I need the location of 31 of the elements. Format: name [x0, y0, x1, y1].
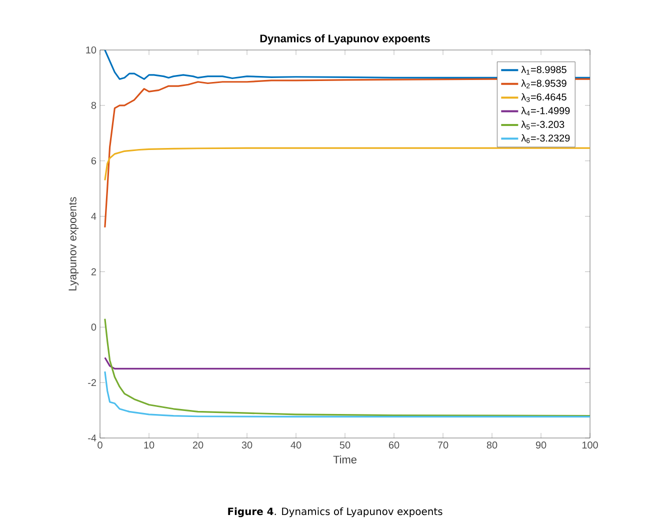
chart-title: Dynamics of Lyapunov expoents — [260, 34, 430, 44]
x-tick-label: 50 — [340, 442, 350, 449]
y-axis-title: Lyapunov expoents — [68, 197, 79, 290]
x-tick-label: 70 — [438, 442, 448, 449]
x-tick-label: 80 — [486, 442, 498, 449]
legend-label: λ$_{6}$=-3.2329 — [521, 134, 570, 144]
y-tick-label: 2 — [91, 268, 96, 276]
x-tick-label: 40 — [290, 442, 302, 449]
legend-label: λ$_{1}$=8.9985 — [521, 66, 566, 75]
x-tick-label: 20 — [192, 442, 204, 449]
legend-label: λ$_{3}$=6.4645 — [521, 93, 566, 102]
y-tick-label: 0 — [91, 324, 96, 331]
x-tick-label: 100 — [582, 442, 598, 449]
y-tick-label: -2 — [88, 379, 96, 386]
x-axis-title: Time — [333, 455, 356, 464]
legend-label: λ$_{4}$=-1.4999 — [521, 106, 570, 116]
line-series — [104, 318, 590, 417]
y-tick-label: 4 — [91, 212, 96, 220]
y-tick-label: 8 — [91, 102, 96, 109]
y-tick-label: 10 — [86, 46, 96, 54]
x-tick-label: 60 — [388, 442, 400, 449]
x-tick-label: 10 — [144, 442, 154, 449]
line-series — [104, 370, 590, 418]
text: Figure 4. Dynamics of Lyapunov expoents — [228, 507, 442, 518]
y-tick-label: -4 — [88, 434, 96, 442]
x-tick-label: 90 — [536, 442, 546, 449]
legend-label: λ$_{2}$=8.9539 — [521, 80, 566, 88]
x-tick-label: 30 — [242, 442, 252, 449]
legend-label: λ$_{5}$=-3.203 — [521, 120, 564, 130]
y-tick-label: 6 — [91, 157, 96, 164]
x-tick-label: 0 — [98, 442, 102, 449]
